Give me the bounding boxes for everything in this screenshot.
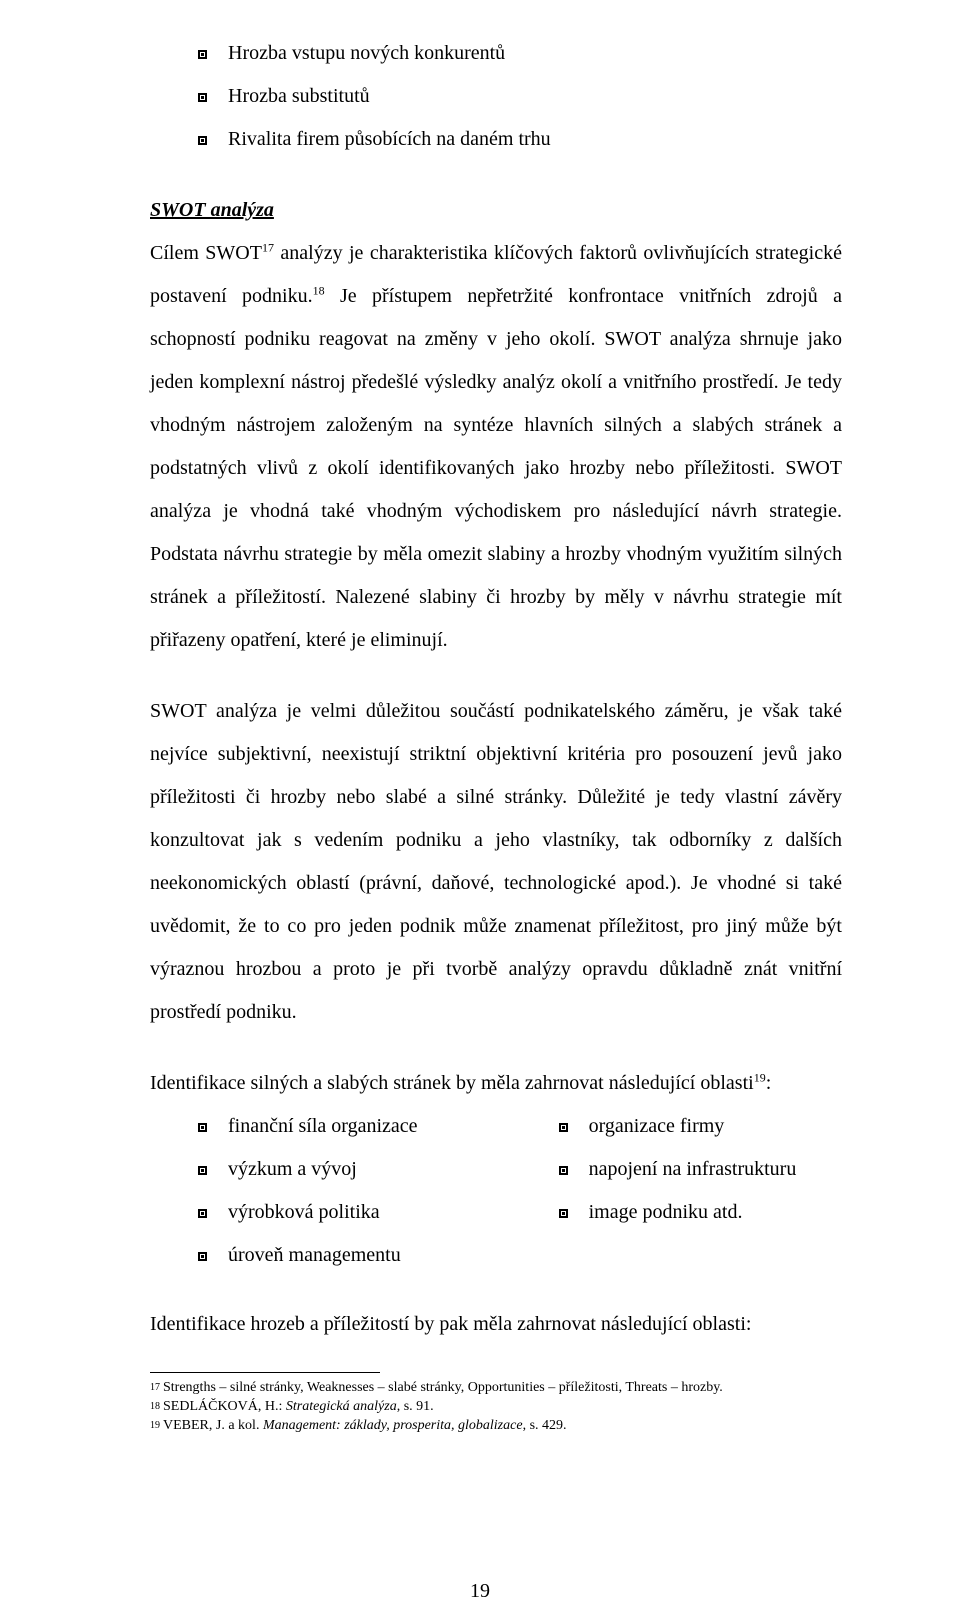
list-item: Hrozba vstupu nových konkurentů xyxy=(198,32,842,75)
footnote-number: 17 xyxy=(150,1379,160,1397)
list-item: organizace firmy xyxy=(559,1105,842,1148)
swot-paragraph-2: SWOT analýza je velmi důležitou součástí… xyxy=(150,690,842,1034)
square-bullet-icon xyxy=(198,50,208,59)
list-item: výzkum a vývoj xyxy=(198,1148,559,1191)
list-item: napojení na infrastrukturu xyxy=(559,1148,842,1191)
text-fragment: Je přístupem nepřetržité konfrontace vni… xyxy=(150,285,842,651)
list-item-text: úroveň managementu xyxy=(228,1234,401,1277)
swot-paragraph-1: Cílem SWOT17 analýzy je charakteristika … xyxy=(150,232,842,662)
closing-line: Identifikace hrozeb a příležitostí by pa… xyxy=(150,1303,842,1346)
identification-left-column: finanční síla organizace výzkum a vývoj … xyxy=(198,1105,559,1277)
list-item: finanční síla organizace xyxy=(198,1105,559,1148)
list-item-text: finanční síla organizace xyxy=(228,1105,418,1148)
footnote-number: 18 xyxy=(150,1398,160,1416)
text-fragment: : xyxy=(766,1072,772,1094)
footnote-18: 18 SEDLÁČKOVÁ, H.: Strategická analýza, … xyxy=(150,1398,842,1417)
square-bullet-icon xyxy=(198,93,208,102)
list-item: výrobková politika xyxy=(198,1191,559,1234)
list-item-text: výzkum a vývoj xyxy=(228,1148,357,1191)
identification-right-column: organizace firmy napojení na infrastrukt… xyxy=(559,1105,842,1277)
square-bullet-icon xyxy=(559,1166,569,1175)
text-fragment: Cílem SWOT xyxy=(150,242,262,264)
list-item: Hrozba substitutů xyxy=(198,75,842,118)
identification-intro: Identifikace silných a slabých stránek b… xyxy=(150,1062,842,1105)
footnote-19: 19 VEBER, J. a kol. Management: základy,… xyxy=(150,1417,842,1436)
footnote-ref-17: 17 xyxy=(262,240,274,254)
square-bullet-icon xyxy=(198,1123,208,1132)
list-item-text: Rivalita firem působících na daném trhu xyxy=(228,118,551,161)
square-bullet-icon xyxy=(198,136,208,145)
square-bullet-icon xyxy=(198,1252,208,1261)
page-number: 19 xyxy=(0,1580,960,1603)
list-item: úroveň managementu xyxy=(198,1234,559,1277)
list-item-text: Hrozba substitutů xyxy=(228,75,370,118)
square-bullet-icon xyxy=(198,1166,208,1175)
footnote-text: Strengths – silné stránky, Weaknesses – … xyxy=(163,1379,723,1398)
swot-heading: SWOT analýza xyxy=(150,189,842,232)
list-item-text: image podniku atd. xyxy=(589,1191,743,1234)
list-item: Rivalita firem působících na daném trhu xyxy=(198,118,842,161)
footnote-italic: Strategická analýza xyxy=(286,1399,397,1414)
footnote-ref-19: 19 xyxy=(754,1070,766,1084)
list-item-text: napojení na infrastrukturu xyxy=(589,1148,797,1191)
page-container: Hrozba vstupu nových konkurentů Hrozba s… xyxy=(0,0,960,1617)
identification-columns: finanční síla organizace výzkum a vývoj … xyxy=(198,1105,842,1277)
list-item: image podniku atd. xyxy=(559,1191,842,1234)
footnote-ref-18: 18 xyxy=(313,283,325,297)
footnote-separator xyxy=(150,1372,380,1373)
list-item-text: Hrozba vstupu nových konkurentů xyxy=(228,32,505,75)
square-bullet-icon xyxy=(559,1123,569,1132)
footnote-italic: Management: základy, prosperita, globali… xyxy=(263,1418,523,1433)
footnotes-block: 17 Strengths – silné stránky, Weaknesses… xyxy=(150,1372,842,1436)
footnote-text: SEDLÁČKOVÁ, H.: Strategická analýza, s. … xyxy=(163,1398,434,1417)
text-fragment: SEDLÁČKOVÁ, H.: xyxy=(163,1399,286,1414)
square-bullet-icon xyxy=(559,1209,569,1218)
text-fragment: Identifikace silných a slabých stránek b… xyxy=(150,1072,754,1094)
footnote-text: VEBER, J. a kol. Management: základy, pr… xyxy=(163,1417,567,1436)
list-item-text: organizace firmy xyxy=(589,1105,725,1148)
text-fragment: , s. 91. xyxy=(397,1399,434,1414)
threat-bullet-list: Hrozba vstupu nových konkurentů Hrozba s… xyxy=(198,32,842,161)
text-fragment: VEBER, J. a kol. xyxy=(163,1418,263,1433)
footnote-number: 19 xyxy=(150,1417,160,1435)
footnote-17: 17 Strengths – silné stránky, Weaknesses… xyxy=(150,1379,842,1398)
list-item-text: výrobková politika xyxy=(228,1191,380,1234)
text-fragment: , s. 429. xyxy=(523,1418,567,1433)
square-bullet-icon xyxy=(198,1209,208,1218)
